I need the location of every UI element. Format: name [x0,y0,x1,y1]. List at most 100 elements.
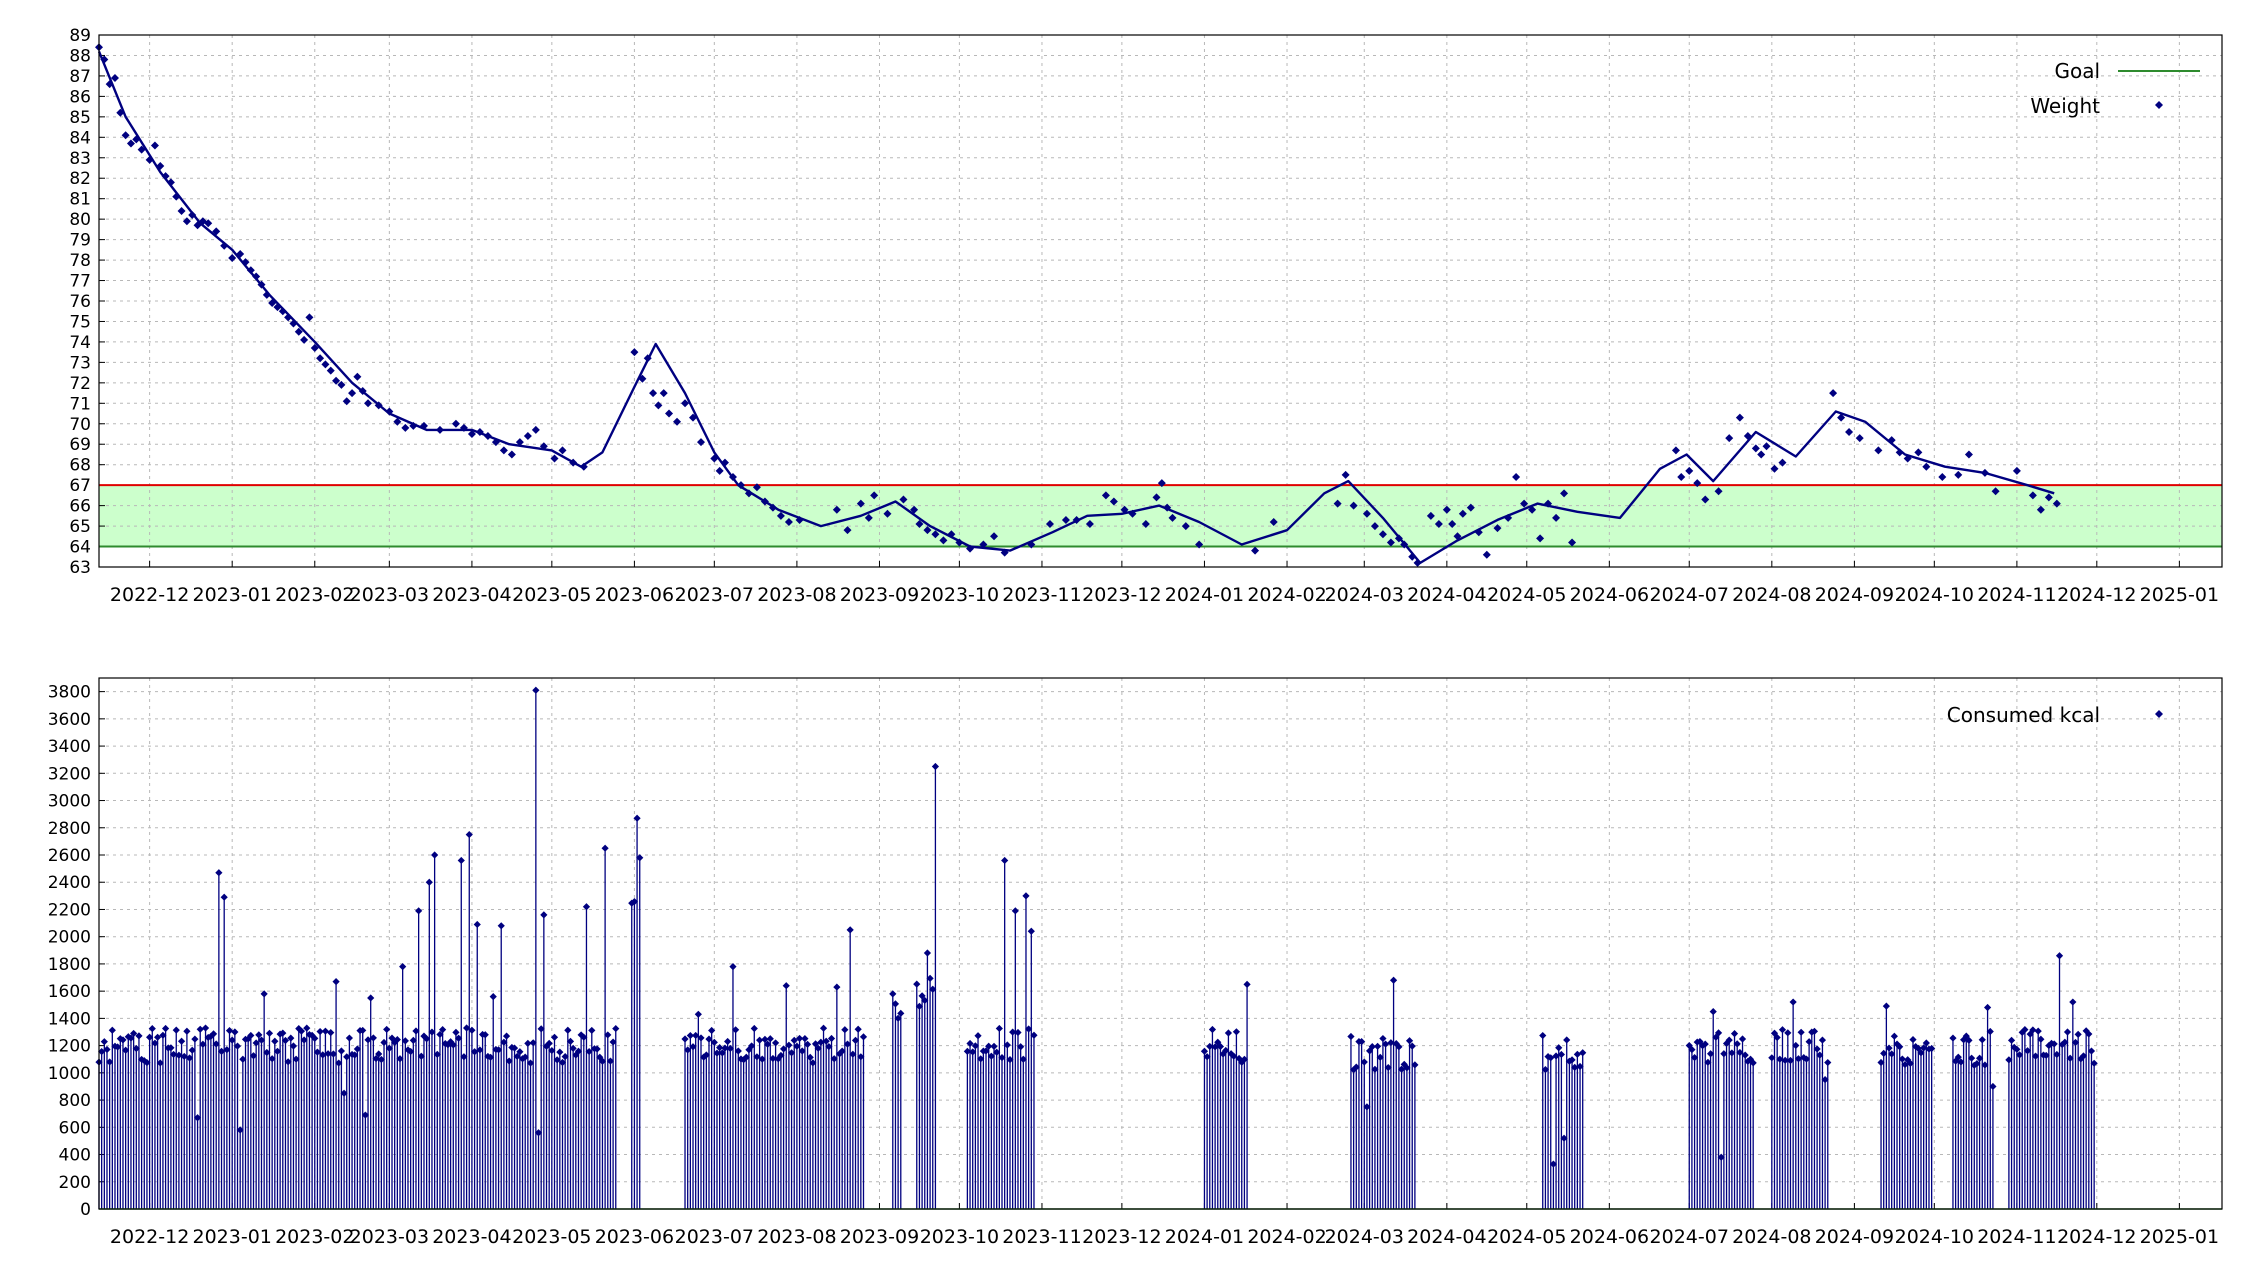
kcal-point [636,854,644,862]
kcal-point [1749,1059,1757,1067]
x-tick-label: 2024-08 [1732,584,1811,606]
kcal-point [191,1035,199,1043]
weight-point [305,313,314,322]
kcal-point [2013,1045,2021,1053]
weight-point [1269,517,1278,526]
kcal-point [969,1048,977,1056]
weight-point [752,483,761,492]
x-tick-label: 2023-02 [275,584,354,606]
kcal-point [1232,1028,1241,1036]
kcal-point [455,1034,463,1042]
kcal-point [1816,1051,1824,1059]
weight-point [515,438,524,447]
y-tick-label: 1400 [48,1009,91,1029]
kcal-point [1720,1050,1728,1058]
weight-point [1685,466,1694,475]
kcal-point [263,1048,271,1057]
kcal-point [297,1027,306,1035]
kcal-point [766,1035,774,1043]
weight-point [1061,515,1070,524]
kcal-point [750,1024,758,1033]
y-tick-label: 77 [69,272,91,292]
weight-point [1152,493,1161,502]
kcal-point [827,1034,836,1043]
kcal-point [2063,1028,2072,1036]
kcal-point [545,1039,553,1047]
kcal-point [161,1024,170,1033]
kcal-point [1568,1056,1576,1064]
weight-point [569,458,578,467]
kcal-point [516,1048,524,1056]
kcal-point [1978,1036,1986,1044]
weight-point [1378,530,1387,539]
weight-point [736,481,745,490]
x-tick-label: 2023-03 [350,1226,429,1248]
weight-point [899,495,908,504]
kcal-point [1728,1049,1736,1057]
kcal-point [564,1026,572,1034]
kcal-point [998,1054,1006,1062]
weight-point [1128,509,1137,518]
kcal-point [758,1055,766,1063]
kcal-point [931,762,940,771]
weight-point [289,319,298,328]
kcal-point [292,1055,300,1063]
weight-point [337,380,346,389]
kcal-point [718,1049,726,1057]
x-tick-label: 2024-09 [1815,584,1894,606]
weight-point [947,530,956,539]
kcal-point [929,985,937,993]
kcal-point [787,1049,796,1057]
weight-point [1453,532,1462,541]
weight-point [1120,505,1129,514]
kcal-point [710,1038,718,1046]
kcal-point [1571,1063,1579,1071]
weight-point [955,538,964,547]
weight-point [856,499,865,508]
weight-point [1045,520,1054,529]
kcal-point [217,1047,226,1055]
kcal-point [412,1027,420,1035]
kcal-point [630,898,639,906]
kcal-point [790,1036,798,1044]
kcal-point [1387,1039,1395,1047]
kcal-point [1797,1028,1805,1036]
kcal-point [2090,1059,2098,1067]
weight-point [2044,493,2053,502]
weight-point [273,303,282,312]
kcal-point [1408,1042,1416,1050]
kcal-point [1366,1047,1374,1055]
kcal-point [705,1035,713,1043]
weight-point [1735,413,1744,422]
weight-point [579,462,588,471]
kcal-point [588,1026,596,1035]
weight-point [105,80,114,89]
y-tick-label: 3000 [48,792,91,812]
weight-point [1251,546,1260,555]
weight-point [915,520,924,529]
kcal-point [196,1025,204,1033]
weight-point [252,272,261,281]
weight-point [451,419,460,428]
kcal-point [470,1048,479,1056]
kcal-point [300,1036,308,1044]
y-tick-label: 81 [69,190,91,210]
y-tick-label: 69 [69,435,91,455]
kcal-point [420,1032,428,1040]
kcal-point [550,1033,559,1041]
weight-point [1000,548,1009,557]
y-tick-label: 86 [69,87,91,107]
weight-point [760,497,769,506]
kcal-point [143,1059,151,1067]
kcal-point [391,1038,399,1047]
weight-point [182,217,191,226]
kcal-point [726,1044,734,1053]
kcal-point [548,1046,556,1055]
kcal-point [1898,1055,1906,1063]
kcal-point [2021,1026,2029,1034]
x-tick-label: 2023-07 [675,584,754,606]
weight-point [100,55,109,64]
kcal-point [1017,1043,1025,1051]
kcal-point [513,1052,521,1061]
weight-point [1157,479,1166,488]
